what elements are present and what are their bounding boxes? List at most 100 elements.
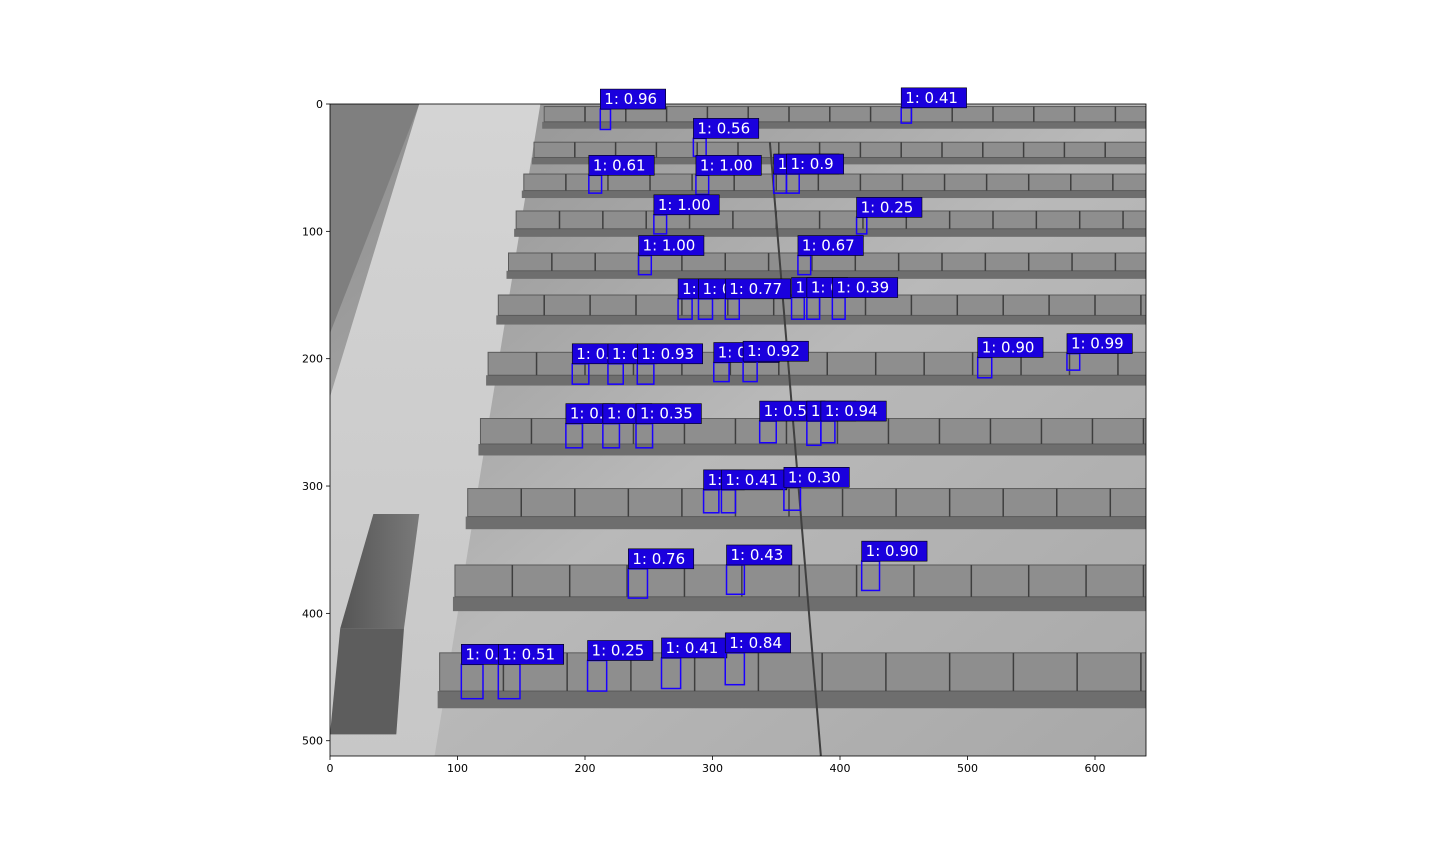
detection-label-bg	[724, 632, 791, 654]
detection-label-bg	[977, 337, 1044, 358]
detection-label: 1: 0.77	[729, 280, 782, 298]
panel-shadow	[506, 270, 1146, 279]
detection: 1: 0.92	[742, 340, 809, 383]
detection-label: 1: 0.25	[592, 641, 645, 659]
panel-shadow	[478, 444, 1146, 456]
detection: 1: 0.67	[797, 235, 864, 276]
detection-label: 1: 0.93	[641, 345, 694, 363]
x-tick-label: 600	[1085, 762, 1106, 775]
detection: 1: 0.61	[588, 155, 655, 194]
detection-label: 1: 0.96	[604, 90, 657, 108]
detections-layer: 1: 0.96 1: 0.41 1: 0.56 1: 0.61 1: 1.00 1: 0.…	[460, 87, 1133, 700]
detection: 1: 0.51	[497, 644, 564, 700]
detection-label-bg	[724, 278, 791, 300]
detection-label-bg	[628, 548, 695, 570]
detection-label-bg	[588, 155, 655, 176]
detection: 1: 0.77	[724, 278, 791, 320]
y-tick-label: 500	[302, 735, 323, 748]
detection: 1: 0.96	[599, 88, 666, 131]
detection-label: 1: 0	[702, 280, 731, 298]
detection-label: 1: 0.99	[1071, 335, 1124, 353]
detection: 1: 1.00	[695, 155, 762, 196]
detection-label: 1: 1.00	[700, 156, 753, 174]
detection-label: 1: 0.35	[640, 405, 693, 423]
detection-label: 1: 1.00	[643, 237, 696, 255]
y-tick-label: 100	[302, 225, 323, 238]
detection-label: 1: 0.76	[632, 550, 685, 568]
detection-label-bg	[900, 87, 967, 109]
detection: 1: 0.41	[720, 469, 788, 514]
detection-label: 1: 0.92	[747, 342, 800, 360]
panel-shadow	[542, 121, 1146, 129]
detection: 1: 0.35	[635, 403, 702, 449]
panel-row	[454, 564, 1146, 598]
detection-label-bg	[653, 194, 720, 216]
detection: 1: 0.99	[1066, 333, 1133, 371]
detection: 1: 1.00	[637, 235, 705, 276]
detection-label-bg	[599, 88, 666, 110]
panel-shadow	[514, 228, 1146, 237]
detection-label-bg	[693, 118, 760, 139]
panel-row	[523, 173, 1146, 192]
detection: 1: 0.93	[636, 343, 703, 385]
plot-area	[329, 103, 1147, 757]
y-tick-label: 200	[302, 353, 323, 366]
detection: 1: 0.30	[783, 467, 850, 511]
panel-shadow	[465, 516, 1146, 530]
detection: 1: 0.43	[725, 544, 793, 596]
detection: 1: 0.90	[860, 540, 928, 592]
y-tick-label: 400	[302, 607, 323, 620]
detection-label-bg	[587, 640, 654, 661]
detection-label-bg	[786, 153, 844, 175]
left-field	[330, 104, 420, 334]
y-tick-label: 300	[302, 480, 323, 493]
detection-label: 1: 0.9	[790, 155, 833, 173]
detection-label-bg	[1066, 333, 1133, 354]
x-tick-label: 100	[447, 762, 468, 775]
detection-label: 1: 0.25	[861, 198, 914, 216]
detection: 1: 0.41	[660, 637, 728, 690]
panel-shadow	[486, 375, 1146, 386]
detection-label: 1: 0.41	[666, 639, 719, 657]
building	[330, 628, 404, 735]
detection-label-bg	[497, 644, 564, 665]
x-tick-label: 200	[575, 762, 596, 775]
detection-label-bg	[742, 340, 809, 362]
panel-shadow	[496, 315, 1146, 325]
detection-label: 1: 0.43	[731, 546, 784, 564]
detection: 1: 0.84	[724, 632, 791, 686]
panel-shadow	[521, 190, 1146, 199]
detection-label-bg	[636, 343, 703, 365]
detection-label: 1: 1.00	[658, 196, 711, 214]
detection-label-bg	[856, 197, 923, 218]
detection-label: 1: 0.90	[866, 542, 919, 560]
panel-shadow	[452, 596, 1146, 612]
detection-label: 1: 0.30	[788, 468, 841, 486]
detection: 1: 0.25	[586, 640, 654, 692]
x-tick-label: 0	[327, 762, 334, 775]
detection: 1: 1.00	[653, 194, 720, 235]
detection-label: 1: 0.41	[725, 471, 778, 489]
x-tick-label: 400	[830, 762, 851, 775]
detection-label: 1: 0.61	[593, 156, 646, 174]
detection: 1: 0.39	[831, 277, 899, 320]
panel-shadow	[437, 691, 1146, 709]
detection-label: 1: 0.	[465, 645, 499, 663]
detection-label: 1: 0.54	[764, 402, 817, 420]
detection-label: 1: 0.39	[836, 279, 889, 297]
detection-label: 1: 0.67	[802, 237, 855, 255]
panel-row	[543, 106, 1146, 123]
detection-label: 1: 0.41	[905, 89, 958, 107]
detection-label: 1: 0.90	[982, 338, 1035, 356]
cable-line	[768, 142, 822, 756]
detection: 1: 0.9	[785, 153, 844, 194]
detection-label: 1: 0.	[570, 405, 604, 423]
x-axis: 0 100 200 300 400 500 600	[327, 756, 1106, 775]
detection-label: 1: 0.	[607, 405, 641, 423]
y-axis: 0 100 200 300 400 500	[302, 98, 330, 748]
detection: 1: 0.76	[627, 548, 695, 599]
x-tick-label: 300	[702, 762, 723, 775]
detection-label: 1: 0.84	[729, 634, 782, 652]
panel-row	[515, 210, 1146, 230]
